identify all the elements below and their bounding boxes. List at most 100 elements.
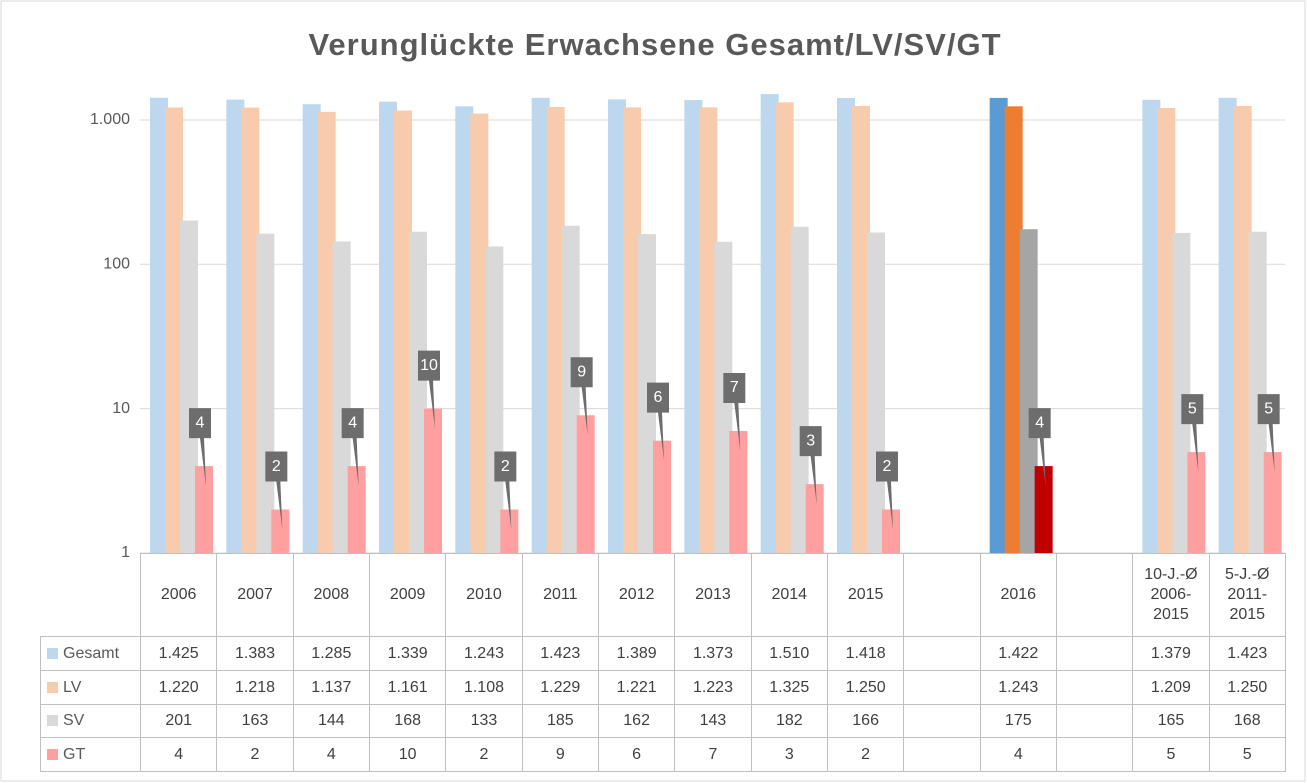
bar [989, 97, 1008, 554]
bar [760, 94, 779, 553]
bar [699, 107, 718, 553]
data-label: 10 [420, 357, 438, 374]
table-cell: 1.161 [368, 670, 447, 705]
data-label-callout [647, 382, 669, 461]
table-cell [1055, 636, 1134, 671]
table-cell: 3 [750, 737, 828, 772]
table-cell: 10 [368, 737, 447, 772]
data-label: 9 [577, 363, 586, 380]
data-label: 2 [883, 458, 892, 475]
table-cell: 6 [597, 737, 676, 772]
table-cell: 4 [139, 737, 218, 772]
table-cell: 1.221 [597, 670, 676, 705]
bar [470, 113, 489, 553]
x-tick-label: 2012 [618, 586, 655, 603]
table-cell: 1.389 [597, 636, 676, 671]
bar [867, 232, 885, 553]
table-cell: 1.339 [368, 636, 447, 671]
table-header-cell: 2016 [979, 553, 1057, 637]
data-label-callout [1181, 394, 1204, 473]
data-label-callout [265, 451, 288, 530]
table-header-row: 2006 2007 2008 2009 2010 2011 2012 2013 2014 2015… [40, 553, 1286, 637]
bar [1034, 466, 1053, 553]
bar [729, 431, 748, 553]
table-cell: 1.243 [979, 670, 1057, 705]
table-cell: 1.220 [139, 670, 218, 705]
table-cell: 1.423 [521, 636, 599, 671]
table-cell: 9 [521, 737, 599, 772]
bar [256, 233, 275, 553]
table-corner [40, 553, 141, 637]
table-row: LV 1.220 1.218 1.137 1.161 1.108 1.229 1.221 1.2… [40, 670, 1286, 705]
bar [684, 100, 703, 554]
data-label-callout [723, 373, 746, 452]
table-cell: 165 [1132, 704, 1210, 738]
bar [347, 466, 366, 553]
data-label: 4 [1035, 414, 1044, 431]
data-label: 4 [348, 414, 357, 431]
bar [608, 99, 626, 553]
legend-swatch [47, 681, 58, 693]
y-tick-label: 1.000 [90, 111, 130, 128]
table-cell: 2 [445, 737, 523, 772]
data-label: 6 [654, 389, 663, 406]
table-header-cell: 2011 [521, 553, 599, 637]
bar [409, 231, 427, 553]
bar [852, 105, 870, 554]
x-tick-label: 2011 [543, 586, 578, 603]
bar [1142, 99, 1161, 553]
table-cell: 133 [445, 704, 523, 738]
bar [271, 509, 290, 553]
table-cell: 1.223 [674, 670, 752, 705]
table-cell: 1.418 [826, 636, 905, 671]
bar [1218, 97, 1237, 554]
data-label: 3 [806, 432, 815, 449]
table-row: SV 201 163 144 168 133 185 162 143 182 166 175 165 16… [40, 704, 1286, 738]
x-tick-label: 2015 [847, 586, 884, 603]
data-label-callout [876, 451, 898, 530]
data-label-callout [799, 426, 822, 505]
bar [837, 98, 855, 553]
legend-swatch [47, 647, 58, 659]
table-cell: 1.325 [750, 670, 828, 705]
y-tick-label: 10 [112, 400, 130, 417]
legend-swatch [47, 748, 58, 760]
x-tick-label: 2008 [313, 586, 350, 603]
bar [1004, 106, 1023, 554]
table-row: Gesamt 1.425 1.383 1.285 1.339 1.243 1.423 1.38… [40, 636, 1286, 671]
bar [882, 509, 900, 553]
legend-swatch [47, 715, 58, 726]
table-header-cell: 2015 [826, 553, 905, 637]
table-cell [903, 636, 981, 671]
table-cell: 5 [1208, 737, 1286, 772]
x-tick-label: 2016 [1000, 586, 1037, 603]
legend-entry: GT [40, 737, 141, 772]
table-cell: 1.285 [292, 636, 370, 671]
data-label-callout [341, 408, 364, 487]
table-header-cell: 2010 [445, 553, 523, 637]
table-header-cell: 2013 [674, 553, 752, 637]
table-cell [903, 704, 981, 738]
data-label: 4 [196, 414, 205, 431]
bar [1172, 232, 1191, 553]
table-cell: 201 [139, 704, 218, 738]
table-cell: 1.250 [826, 670, 905, 705]
table-header-cell: 10-J.-Ø 2006-2015 [1132, 553, 1210, 637]
table-cell: 1.423 [1208, 636, 1286, 671]
table-cell: 7 [674, 737, 752, 772]
legend-label: SV [63, 712, 85, 729]
table-cell: 168 [1208, 704, 1286, 738]
table-cell: 1.243 [445, 636, 523, 671]
x-tick-label: 2007 [237, 586, 273, 603]
data-label-callout [1257, 394, 1280, 473]
bar [546, 107, 565, 554]
bar [379, 101, 397, 553]
x-tick-label: 2010 [466, 586, 502, 603]
table-cell: 144 [292, 704, 370, 738]
bar [790, 226, 809, 553]
table-cell: 4 [979, 737, 1057, 772]
table-cell: 1.425 [139, 636, 218, 671]
table-cell: 1.250 [1208, 670, 1286, 705]
table-cell: 175 [979, 704, 1057, 738]
data-label: 5 [1188, 400, 1197, 417]
